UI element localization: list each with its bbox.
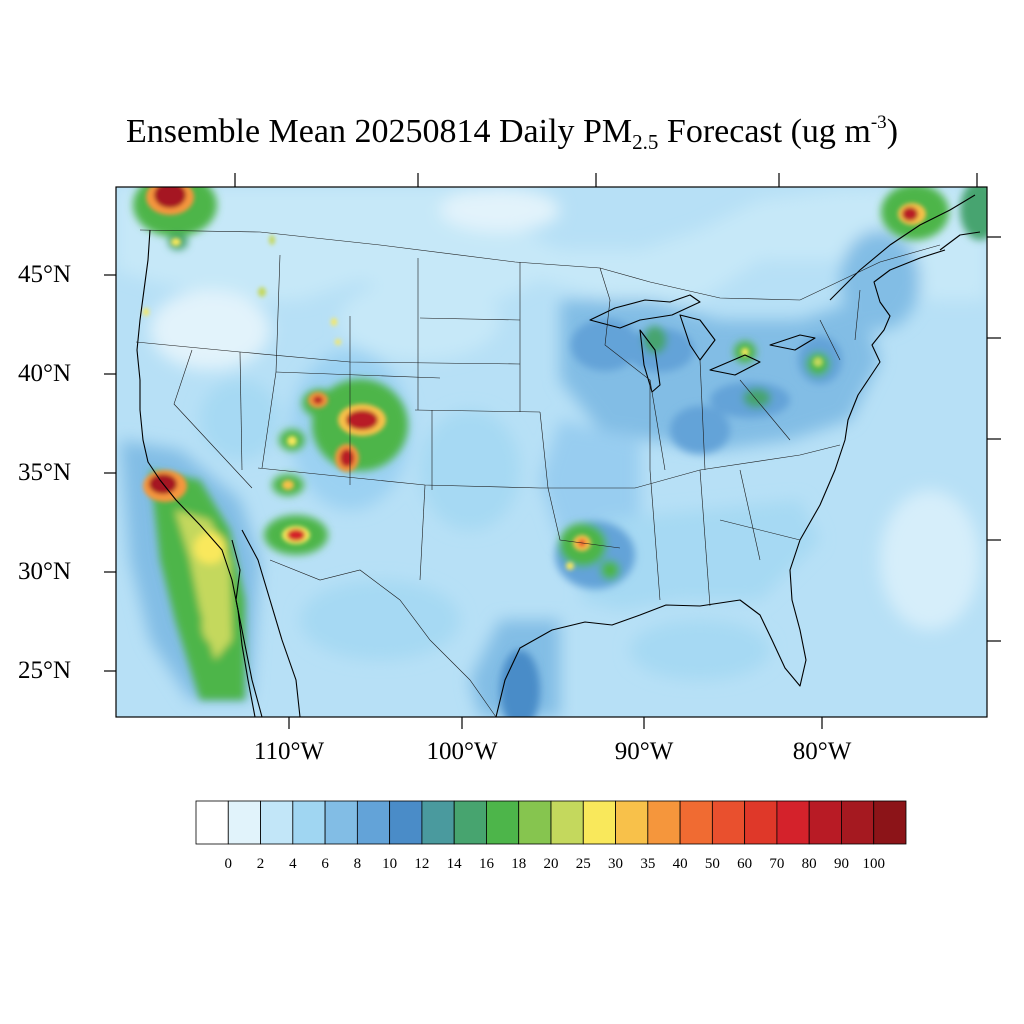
concentration-field <box>116 187 987 717</box>
chart-title: Ensemble Mean 20250814 Daily PM2.5 Forec… <box>125 112 899 154</box>
colorbar-tick-label: 35 <box>640 856 656 872</box>
political-borders <box>135 229 941 718</box>
colorbar-tick-label: 14 <box>446 856 462 872</box>
colorbar-tick-label: 4 <box>289 856 297 872</box>
colorbar-tick-label: 20 <box>543 856 559 872</box>
map-frame <box>115 186 988 718</box>
coastlines <box>136 194 981 718</box>
lon-label-80w: 80°W <box>792 738 852 765</box>
lon-label-90w: 90°W <box>614 738 674 765</box>
lon-label-100w: 100°W <box>426 738 498 765</box>
colorbar-tick-label: 80 <box>801 856 817 872</box>
colorbar-tick-label: 60 <box>737 856 753 872</box>
lon-label-110w: 110°W <box>253 738 325 765</box>
lat-label-35: 35°N <box>18 459 72 486</box>
colorbar-tick-label: 0 <box>224 856 233 872</box>
colorbar-tick-label: 50 <box>704 856 720 872</box>
colorbar-tick-label: 8 <box>353 856 362 872</box>
lat-label-40: 40°N <box>18 360 72 387</box>
colorbar-tick-label: 10 <box>382 856 398 872</box>
colorbar-tick-label: 12 <box>414 856 430 872</box>
colorbar-tick-label: 6 <box>321 856 329 872</box>
colorbar-tick-label: 2 <box>256 856 265 872</box>
colorbar-tick-label: 40 <box>672 856 688 872</box>
colorbar-tick-label: 25 <box>575 856 591 872</box>
axis-ticks <box>104 173 1001 729</box>
colorbar-tick-label: 90 <box>833 856 849 872</box>
colorbar-tick-label: 30 <box>608 856 624 872</box>
lat-label-25: 25°N <box>18 657 72 684</box>
colorbar-tick-label: 100 <box>862 856 885 872</box>
lat-label-45: 45°N <box>18 261 72 288</box>
colorbar-tick-label: 70 <box>769 856 785 872</box>
lat-label-30: 30°N <box>18 558 72 585</box>
colorbar-tick-label: 16 <box>478 856 494 872</box>
colorbar-tick-label: 18 <box>511 856 527 872</box>
